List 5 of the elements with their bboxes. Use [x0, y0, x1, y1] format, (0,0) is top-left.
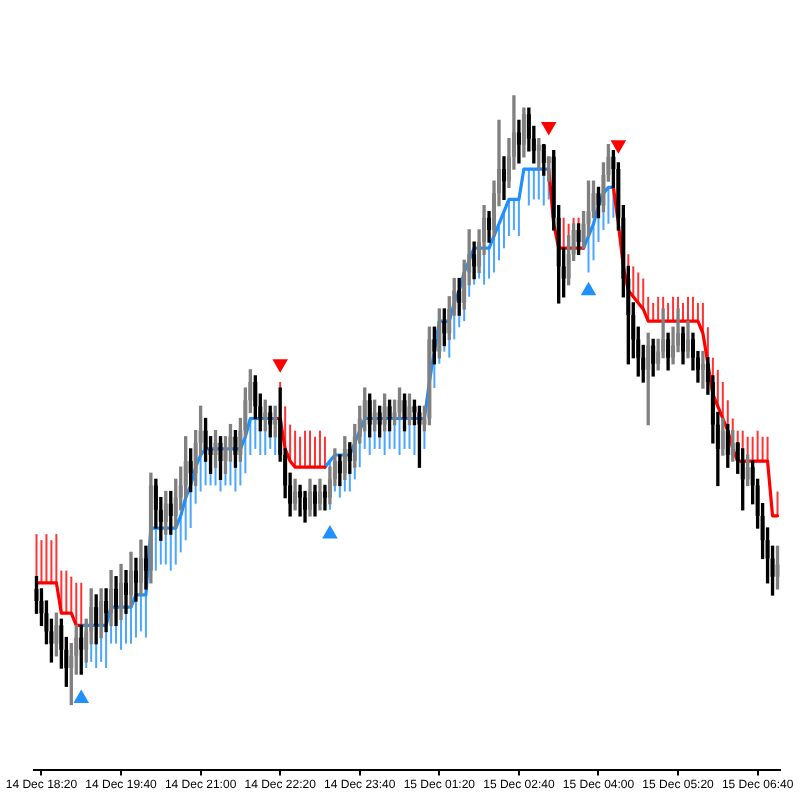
point	[610, 140, 627, 154]
point	[73, 689, 90, 703]
point	[540, 121, 557, 136]
point	[322, 525, 338, 539]
point	[272, 359, 288, 373]
